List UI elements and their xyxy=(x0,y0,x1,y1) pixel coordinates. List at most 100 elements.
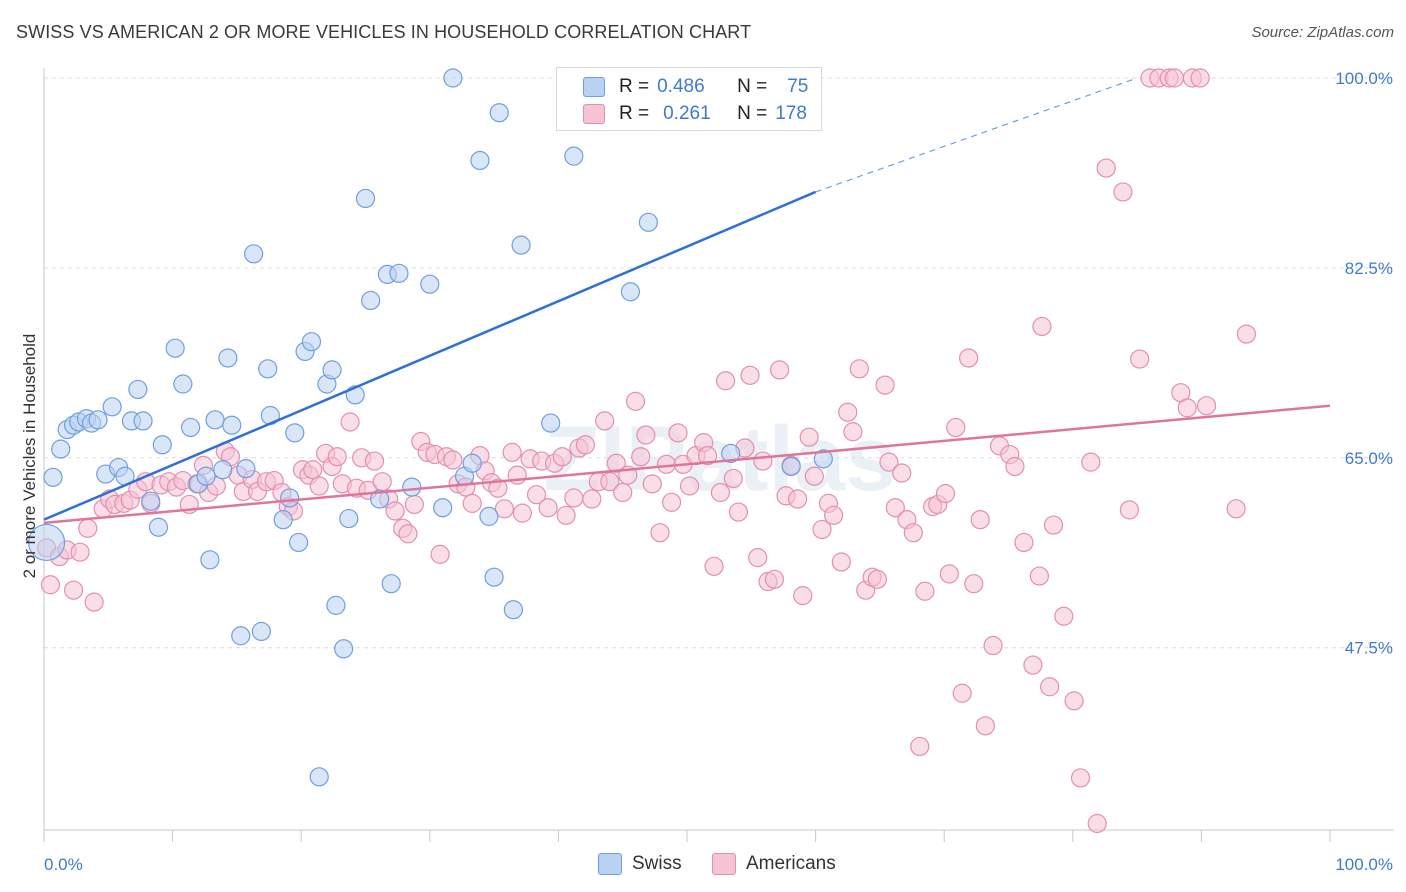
legend-n-value: 75 xyxy=(787,76,809,97)
americans-point xyxy=(385,501,405,521)
swiss-point xyxy=(222,415,242,435)
swiss-point xyxy=(213,460,233,480)
swiss-point xyxy=(420,274,440,294)
americans-point xyxy=(650,523,670,543)
americans-point xyxy=(606,453,626,473)
americans-points xyxy=(36,68,1257,834)
americans-point xyxy=(1164,68,1184,88)
americans-point xyxy=(697,446,718,466)
swiss-point xyxy=(141,491,161,511)
americans-point xyxy=(875,375,895,395)
swiss-point xyxy=(334,639,354,659)
americans-point xyxy=(364,451,385,471)
americans-point xyxy=(970,510,990,530)
americans-point xyxy=(1064,691,1084,711)
swiss-points xyxy=(27,68,833,787)
swiss-point xyxy=(102,397,122,417)
swiss-point xyxy=(200,550,220,570)
swiss-swatch xyxy=(598,853,622,875)
swiss-point xyxy=(236,459,256,479)
swiss-point xyxy=(43,467,63,487)
y-tick-label: 100.0% xyxy=(1335,69,1393,88)
americans-point xyxy=(631,447,651,467)
swiss-point xyxy=(165,338,185,358)
legend: R = 0.486 N = 75 R = 0.261 N = 178 xyxy=(556,67,822,131)
americans-point xyxy=(1226,499,1246,519)
americans-point xyxy=(910,736,930,757)
swiss-point xyxy=(27,523,66,562)
americans-point xyxy=(303,460,323,480)
swiss-point xyxy=(355,188,376,209)
swiss-swatch xyxy=(583,77,605,97)
legend-r-value: 0.261 xyxy=(663,103,711,124)
americans-point xyxy=(824,505,844,525)
americans-point xyxy=(939,564,959,584)
swiss-point xyxy=(479,506,499,526)
americans-point xyxy=(613,482,633,503)
americans-point xyxy=(975,716,995,736)
americans-point xyxy=(723,468,743,489)
americans-point xyxy=(502,442,522,462)
americans-point xyxy=(78,518,98,538)
swiss-point xyxy=(280,488,300,508)
americans-point xyxy=(1113,182,1133,202)
chart-title: SWISS VS AMERICAN 2 OR MORE VEHICLES IN … xyxy=(16,22,752,42)
americans-point xyxy=(556,505,576,525)
americans-point xyxy=(1236,324,1257,344)
americans-point xyxy=(1014,532,1034,553)
swiss-point xyxy=(133,411,153,431)
swiss-point xyxy=(433,498,453,518)
americans-point xyxy=(40,575,61,595)
americans-point xyxy=(661,492,682,512)
swiss-point xyxy=(813,449,833,469)
americans-point xyxy=(704,556,724,576)
americans-point xyxy=(1119,500,1139,520)
americans-point xyxy=(636,425,656,445)
americans-point xyxy=(983,635,1003,656)
swiss-point xyxy=(244,244,264,264)
americans-point xyxy=(935,484,956,504)
trend-lines xyxy=(43,77,1331,525)
americans-point xyxy=(488,478,508,498)
swiss-point xyxy=(620,282,641,302)
swiss-point xyxy=(173,374,193,394)
legend-row-swiss: R = 0.486 N = 75 xyxy=(557,74,808,100)
legend-r-label: R = xyxy=(619,103,650,124)
americans-point xyxy=(804,466,824,486)
swiss-point xyxy=(258,359,278,379)
americans-point xyxy=(753,451,773,471)
americans-point xyxy=(512,503,532,523)
americans-point xyxy=(952,683,972,703)
americans-point xyxy=(1005,456,1025,477)
swiss-point xyxy=(289,532,309,553)
americans-point xyxy=(70,542,90,562)
americans-point xyxy=(867,569,887,589)
americans-point xyxy=(812,519,832,540)
swiss-point xyxy=(273,510,293,530)
swiss-point xyxy=(489,103,509,123)
americans-point xyxy=(1029,566,1049,586)
americans-point xyxy=(1130,349,1150,369)
americans-point xyxy=(892,463,912,483)
x-tick-label: 100.0% xyxy=(1335,855,1393,874)
swiss-point xyxy=(638,212,659,232)
bottom-legend-swiss: Swiss xyxy=(598,852,682,876)
americans-point xyxy=(879,452,899,472)
legend-n-label: N = xyxy=(737,76,768,97)
americans-point xyxy=(1081,452,1101,472)
americans-point xyxy=(404,494,424,515)
swiss-legend-label: Swiss xyxy=(632,853,682,874)
swiss-point xyxy=(402,477,422,497)
swiss-point xyxy=(51,439,71,459)
swiss-point xyxy=(322,360,342,380)
legend-r-label: R = xyxy=(619,76,650,97)
swiss-point xyxy=(285,423,305,443)
americans-legend-label: Americans xyxy=(746,853,836,874)
bottom-legend-americans: Americans xyxy=(712,852,836,876)
swiss-point xyxy=(205,410,225,430)
americans-point xyxy=(398,524,418,544)
americans-point xyxy=(642,474,662,494)
americans-point xyxy=(748,548,768,568)
americans-point xyxy=(1043,515,1064,535)
swiss-point xyxy=(503,600,523,620)
